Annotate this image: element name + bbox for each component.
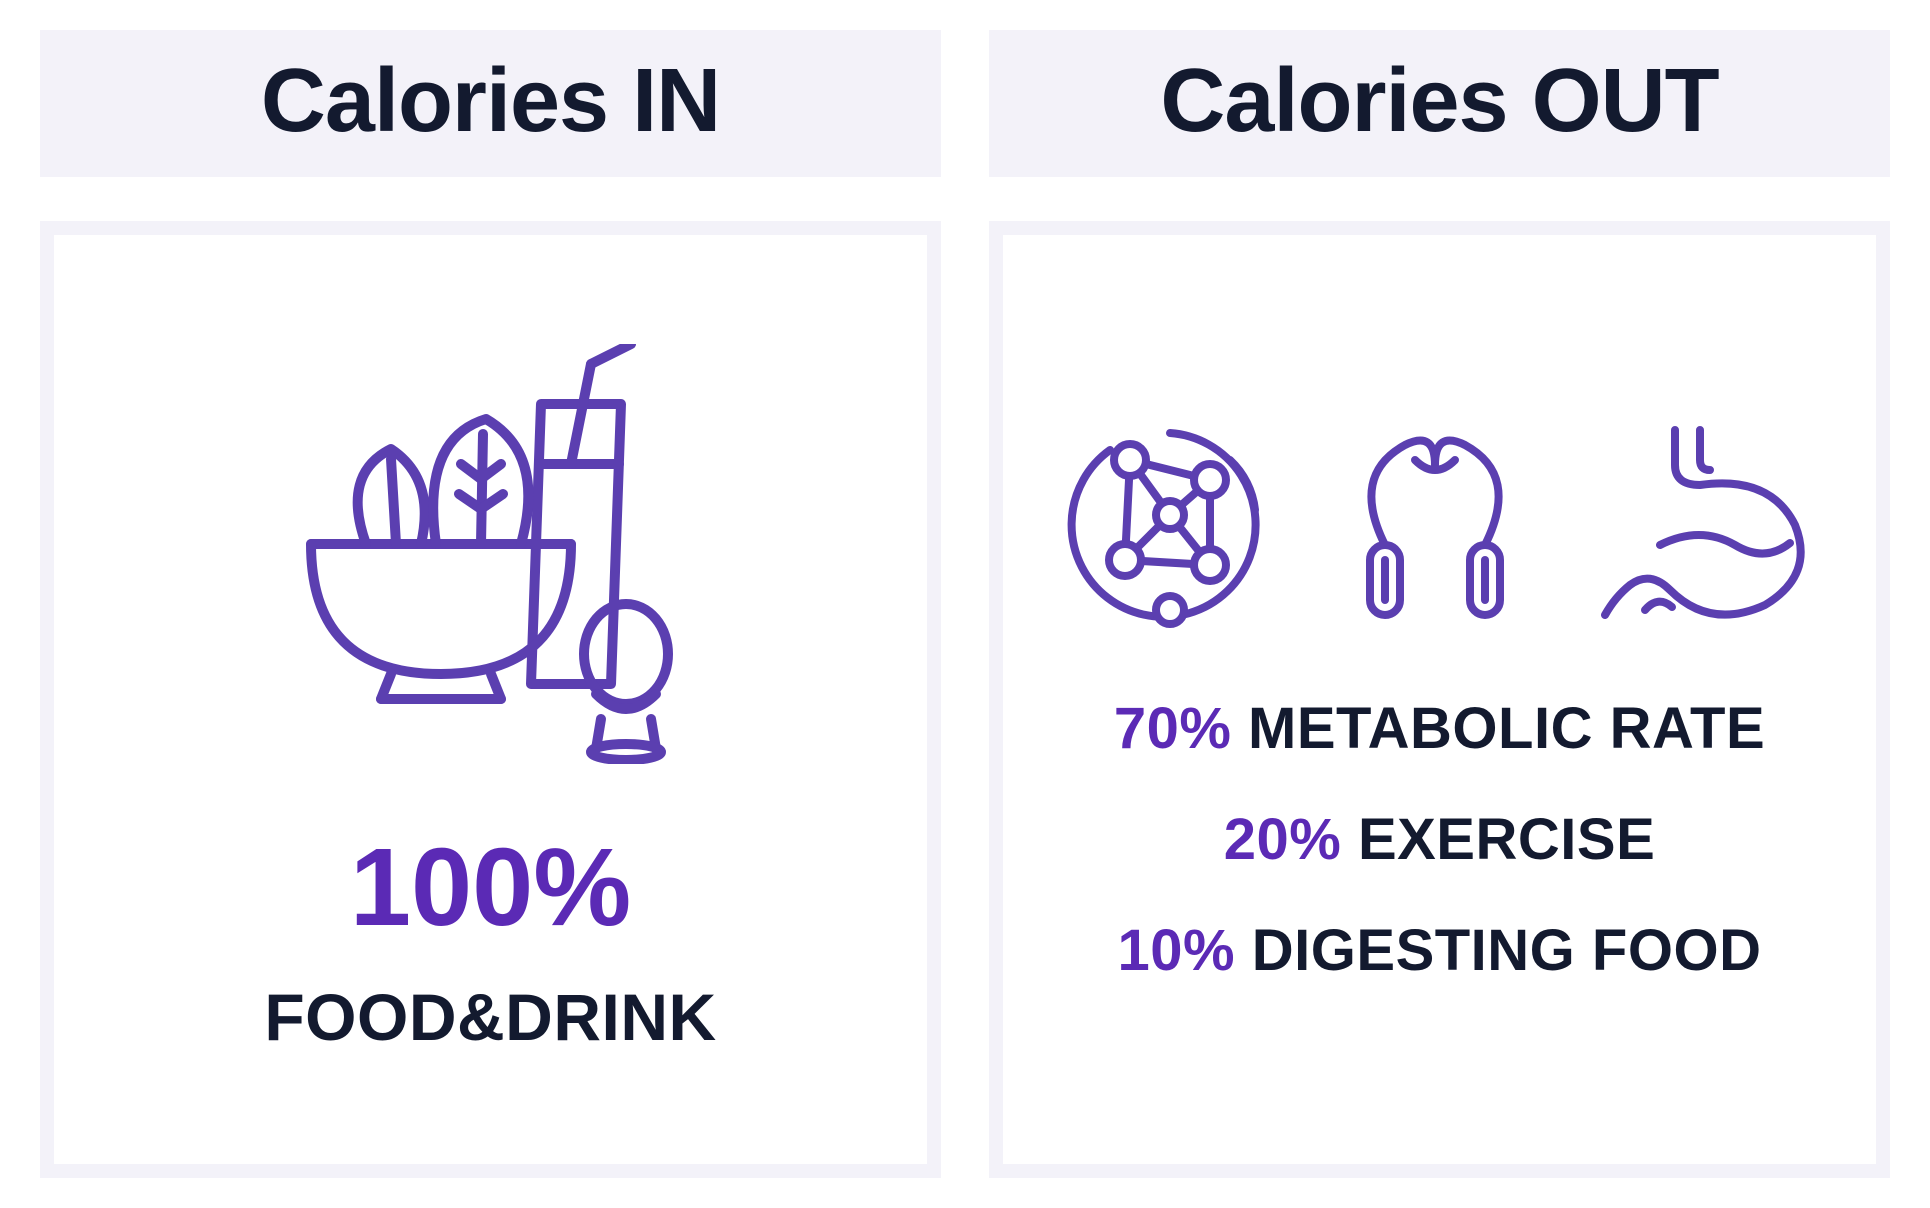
calories-in-title: Calories IN [40, 50, 941, 153]
jump-rope-icon [1330, 415, 1540, 635]
stat-exercise-percent: 20% [1224, 807, 1342, 872]
food-drink-icon [271, 344, 711, 764]
food-drink-percent: 100% [350, 824, 631, 951]
calories-out-icons [1060, 415, 1820, 635]
metabolism-icon [1060, 415, 1280, 635]
food-drink-label: FOOD&DRINK [264, 979, 716, 1055]
stat-exercise-label: EXERCISE [1358, 807, 1655, 872]
stat-metabolic-rate: 70% METABOLIC RATE [1114, 695, 1765, 762]
stat-digesting-percent: 10% [1118, 918, 1236, 983]
calories-out-stats: 70% METABOLIC RATE 20% EXERCISE 10% DIGE… [1043, 695, 1836, 984]
stat-metabolic-label: METABOLIC RATE [1248, 696, 1765, 761]
food-drink-icon-area [271, 344, 711, 764]
calories-in-card: 100% FOOD&DRINK [40, 221, 941, 1178]
infographic-container: Calories IN [40, 30, 1890, 1178]
stomach-icon [1590, 415, 1820, 635]
calories-out-header: Calories OUT [989, 30, 1890, 177]
stat-digesting-label: DIGESTING FOOD [1252, 918, 1762, 983]
stat-metabolic-percent: 70% [1114, 696, 1232, 761]
calories-in-header: Calories IN [40, 30, 941, 177]
calories-out-panel: Calories OUT [989, 30, 1890, 1178]
calories-out-card: 70% METABOLIC RATE 20% EXERCISE 10% DIGE… [989, 221, 1890, 1178]
stat-digesting: 10% DIGESTING FOOD [1118, 917, 1762, 984]
calories-in-panel: Calories IN [40, 30, 941, 1178]
stat-exercise: 20% EXERCISE [1224, 806, 1656, 873]
calories-out-title: Calories OUT [989, 50, 1890, 153]
